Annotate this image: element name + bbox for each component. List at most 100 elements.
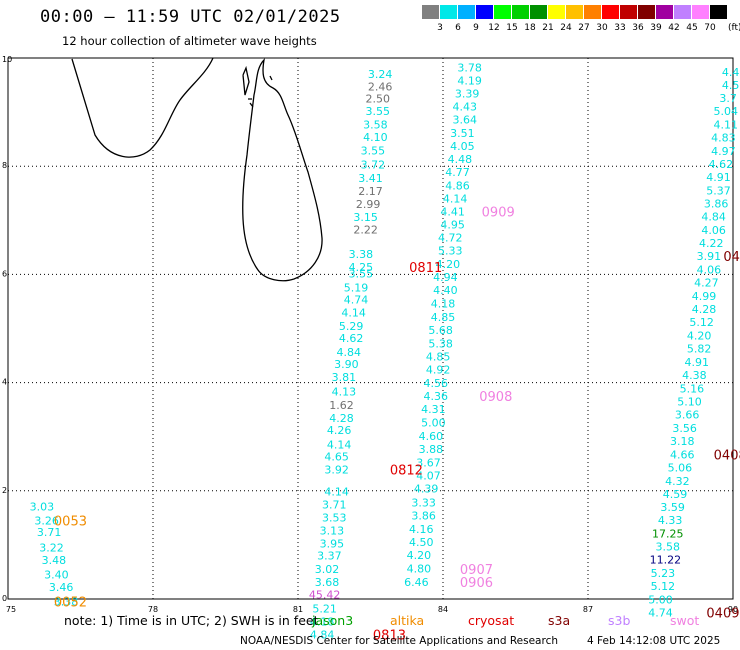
wave-height-value: 4.86: [445, 180, 470, 193]
wave-height-value: 2.22: [353, 223, 378, 236]
wave-height-value: 3.59: [660, 501, 685, 514]
wave-height-value: 4.94: [433, 271, 458, 284]
wave-height-value: 3.92: [324, 464, 349, 477]
wave-height-value: 3.56: [672, 422, 697, 435]
wave-height-value: 4.25: [349, 261, 374, 274]
y-tick-label: 10: [2, 55, 12, 64]
wave-height-value: 6.46: [404, 576, 429, 589]
wave-height-value: 3.24: [368, 68, 393, 81]
wave-height-value: 4.65: [324, 451, 349, 464]
wave-height-value: 4.38: [682, 369, 707, 382]
wave-height-value: 1.62: [329, 399, 354, 412]
wave-height-value: 3.86: [411, 510, 436, 523]
wave-height-value: 4.20: [687, 330, 712, 343]
wave-height-value: 5.16: [680, 383, 705, 396]
pass-time-label: 0812: [390, 464, 423, 479]
wave-height-value: 3.02: [315, 563, 340, 576]
sri-lanka-coastline: [71, 57, 323, 282]
color-scale-tick: 15: [506, 23, 518, 33]
color-swatch: [566, 5, 583, 19]
wave-height-value: 3.72: [361, 159, 386, 172]
color-scale-tick: 27: [578, 23, 590, 33]
wave-height-value: 3.15: [353, 211, 378, 224]
wave-height-value: 4.62: [339, 332, 364, 345]
wave-height-value: 3.64: [453, 114, 478, 127]
wave-height-value: 4.14: [327, 438, 352, 451]
color-swatch: [494, 5, 511, 19]
wave-height-value: 4.77: [445, 166, 470, 179]
grid-lines: [8, 58, 733, 599]
wave-height-value: 4.56: [424, 377, 449, 390]
wave-height-value: 5.19: [344, 281, 369, 294]
y-tick-label: 2: [2, 486, 7, 495]
wave-height-value: 4.84: [310, 629, 335, 642]
wave-height-value: 4.14: [324, 485, 349, 498]
wave-height-value: 4.07: [416, 470, 441, 483]
wave-height-value: 4.06: [701, 224, 726, 237]
wave-height-value: 3.71: [37, 526, 62, 539]
legend-swot: swot: [670, 613, 700, 628]
color-swatch: [692, 5, 709, 19]
color-swatch: [710, 5, 727, 19]
x-tick-label: 87: [583, 605, 593, 614]
wave-height-value: 5.21: [312, 603, 337, 616]
wave-height-value: 2.50: [366, 93, 391, 106]
wave-height-value: 4.16: [409, 523, 434, 536]
wave-height-value: 4.10: [363, 131, 388, 144]
y-tick-label: 6: [2, 269, 7, 278]
wave-height-value: 17.25: [652, 528, 684, 541]
wave-height-value: 4.48: [448, 153, 473, 166]
wave-height-value: 4.14: [341, 306, 366, 319]
color-swatch: [584, 5, 601, 19]
wave-height-value: 5.68: [428, 324, 453, 337]
plot-frame: [7, 57, 734, 600]
wave-height-value: 3.18: [670, 435, 695, 448]
wave-height-value: 3.53: [322, 511, 347, 524]
color-scale-tick: 30: [596, 23, 608, 33]
wave-height-value: 5.00: [648, 594, 673, 607]
chart-subtitle: 12 hour collection of altimeter wave hei…: [62, 34, 317, 48]
wave-height-value: 4.20: [407, 549, 432, 562]
wave-height-value: 3.58: [363, 119, 388, 132]
wave-height-value: 3.81: [332, 371, 357, 384]
pass-time-label: 0052: [54, 596, 87, 611]
wave-height-value: 45.42: [309, 589, 341, 602]
wave-height-value: 3.39: [455, 88, 480, 101]
color-swatch: [674, 5, 691, 19]
wave-height-value: 5.12: [651, 580, 676, 593]
wave-height-value: 4.26: [327, 424, 352, 437]
color-swatch: [620, 5, 637, 19]
wave-height-value: 5.04: [714, 105, 739, 118]
wave-height-value: 4.39: [414, 483, 439, 496]
wave-height-value: 4.28: [329, 412, 354, 425]
wave-height-value: 3.22: [39, 542, 64, 555]
wave-height-value: 4.32: [665, 475, 690, 488]
units-label: (ft): [728, 23, 740, 33]
wave-height-value: 4.31: [421, 403, 446, 416]
wave-height-value: 4.91: [706, 171, 731, 184]
wave-height-value: 5.33: [438, 245, 463, 258]
color-swatch: [512, 5, 529, 19]
x-tick-label: 75: [6, 605, 16, 614]
wave-height-value: 4.92: [426, 364, 451, 377]
wave-height-value: 4.99: [692, 290, 717, 303]
wave-height-value: 4.18: [431, 298, 456, 311]
wave-height-value: 4.85: [426, 351, 451, 364]
wave-height-value: 4.20: [436, 258, 461, 271]
wave-height-value: 5.37: [706, 185, 731, 198]
wave-height-value: 3.88: [419, 443, 444, 456]
color-swatch: [440, 5, 457, 19]
y-tick-label: 8: [2, 161, 7, 170]
wave-height-value: 11.22: [650, 554, 682, 567]
wave-height-value: 4.18: [310, 616, 335, 629]
color-scale-tick: 9: [473, 23, 479, 33]
pass-time-label: 0907: [460, 563, 493, 578]
wave-height-value: 5.82: [687, 343, 712, 356]
color-swatch: [656, 5, 673, 19]
wave-height-value: 5.38: [428, 338, 453, 351]
wave-height-value: 4.59: [663, 488, 688, 501]
credit-line: NOAA/NESDIS Center for Satellite Applica…: [240, 635, 558, 647]
wave-height-value: 4.85: [431, 311, 456, 324]
legend-s3a: s3a: [548, 613, 571, 628]
